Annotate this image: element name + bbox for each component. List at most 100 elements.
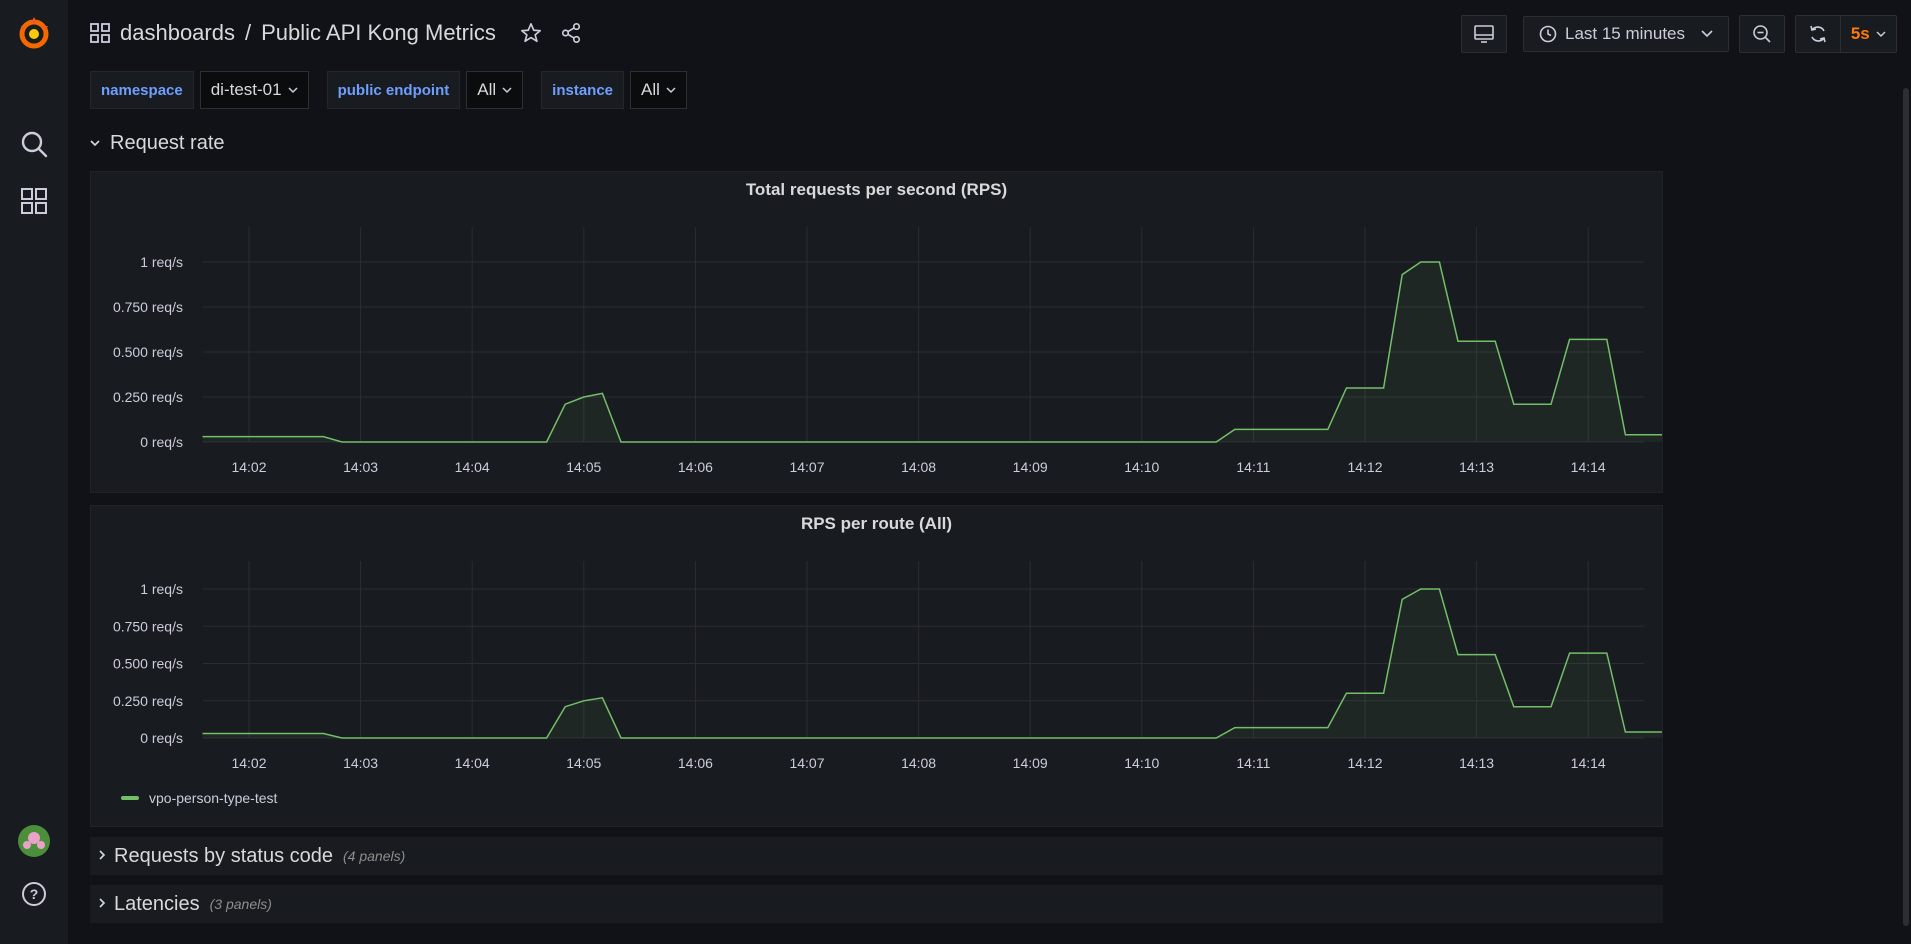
x-tick-label: 14:11 [1236,459,1270,475]
x-tick-label: 14:03 [343,459,378,475]
y-tick-label: 0.500 req/s [113,656,183,672]
x-tick-label: 14:02 [231,755,266,771]
refresh-controls: 5s [1795,15,1897,53]
y-tick-label: 1 req/s [140,254,183,270]
help-icon[interactable]: ? [0,881,68,907]
row-title: Request rate [110,131,225,154]
dashboard-main: dashboards / Public API Kong Metrics Las… [68,0,1911,944]
x-tick-label: 14:07 [789,459,824,475]
namespace-select[interactable]: di-test-01 [199,71,309,109]
variable-label: public endpoint [326,71,461,109]
y-tick-label: 0.250 req/s [113,693,183,709]
rps-per-route-chart: 14:02 14:03 14:04 14:05 14:06 14:07 14:08 14:09… [113,561,1663,771]
toolbar-right: Last 15 minutes 5s [1461,15,1897,53]
breadcrumb: dashboards / Public API Kong Metrics [90,16,582,50]
row-title: Requests by status code [114,844,334,867]
panel-title: RPS per route (All) [800,514,953,533]
breadcrumb-root[interactable]: dashboards [120,20,235,45]
legend-swatch [121,796,139,800]
x-tick-label: 14:10 [1124,755,1159,771]
legend-item[interactable]: vpo-person-type-test [121,790,277,806]
panel-total-rps[interactable]: Total requests per second (RPS) 14:02 14:… [90,171,1663,493]
variable-value: di-test-01 [210,80,282,99]
chevron-down-icon [90,140,100,147]
zoom-out-icon [1753,25,1771,43]
chevron-down-icon [1876,30,1886,37]
y-tick-label: 0 req/s [140,434,183,450]
x-tick-label: 14:09 [1013,755,1048,771]
x-tick-label: 14:14 [1571,459,1606,475]
total-rps-chart: 14:02 14:03 14:04 14:05 14:06 14:07 14:08 14:09… [113,227,1663,475]
x-tick-label: 14:04 [455,459,490,475]
variable-public-endpoint: public endpoint All [326,71,524,109]
y-tick-label: 0.250 req/s [113,389,183,405]
row-panel-count: (4 panels) [343,848,406,864]
variable-label: instance [541,71,625,109]
svg-text:?: ? [30,886,39,902]
variable-instance: instance All [541,71,687,109]
x-tick-label: 14:03 [343,755,378,771]
y-tick-label: 0.750 req/s [113,299,183,315]
star-icon[interactable] [520,22,542,44]
x-tick-label: 14:13 [1459,459,1494,475]
zoom-out-button[interactable] [1739,15,1785,53]
chevron-down-icon [1701,30,1713,38]
x-tick-label: 14:12 [1347,459,1382,475]
x-tick-label: 14:10 [1124,459,1159,475]
y-tick-label: 1 req/s [140,581,183,597]
x-tick-label: 14:04 [455,755,490,771]
series-area [202,262,1662,442]
x-tick-label: 14:14 [1571,755,1606,771]
variable-value: All [641,80,660,99]
apps-grid-icon [90,23,110,43]
x-tick-label: 14:05 [566,459,601,475]
y-tick-label: 0.500 req/s [113,344,183,360]
chevron-down-icon [502,86,512,93]
clock-icon [1539,25,1557,43]
row-latencies[interactable]: Latencies (3 panels) [90,885,1663,923]
y-tick-label: 0.750 req/s [113,618,183,634]
breadcrumb-separator: / [244,20,252,45]
series-line[interactable] [202,261,1663,443]
legend-label: vpo-person-type-test [149,790,278,806]
page-title[interactable]: Public API Kong Metrics [261,20,496,45]
x-tick-label: 14:06 [678,459,713,475]
chevron-right-icon [98,847,106,865]
dashboards-icon[interactable] [0,187,68,215]
refresh-button[interactable] [1796,16,1841,52]
refresh-icon [1810,25,1826,43]
variable-value: All [477,80,497,99]
search-icon[interactable] [0,130,68,158]
series-area [202,589,1662,738]
public-endpoint-select[interactable]: All [466,71,524,109]
row-panel-count: (3 panels) [209,896,272,912]
x-tick-label: 14:09 [1013,459,1048,475]
time-picker-button[interactable]: Last 15 minutes [1523,16,1729,52]
row-title: Latencies [114,892,200,915]
grafana-logo-icon[interactable] [0,14,68,52]
variable-label: namespace [90,71,194,109]
monitor-icon [1474,25,1494,43]
share-icon[interactable] [560,22,582,44]
instance-select[interactable]: All [630,71,687,109]
chevron-down-icon [666,86,676,93]
x-tick-label: 14:08 [901,755,936,771]
tv-mode-button[interactable] [1461,15,1507,53]
variable-namespace: namespace di-test-01 [90,71,309,109]
row-requests-by-status-code[interactable]: Requests by status code (4 panels) [90,837,1663,875]
row-request-rate[interactable]: Request rate [90,130,225,156]
x-tick-label: 14:02 [231,459,266,475]
x-tick-label: 14:11 [1236,755,1270,771]
x-tick-label: 14:13 [1459,755,1494,771]
refresh-interval-picker[interactable]: 5s [1841,16,1896,52]
scrollbar[interactable] [1903,88,1909,926]
x-tick-label: 14:07 [789,755,824,771]
panel-title: Total requests per second (RPS) [745,180,1008,199]
series-line[interactable] [202,588,1663,739]
panel-rps-per-route[interactable]: RPS per route (All) 14:02 14:03 14:04 14:05… [90,505,1663,827]
x-tick-label: 14:05 [566,755,601,771]
top-bar: dashboards / Public API Kong Metrics Las… [68,0,1911,66]
sidebar: ? [0,0,69,944]
avatar[interactable] [0,824,68,858]
chevron-right-icon [98,895,106,913]
